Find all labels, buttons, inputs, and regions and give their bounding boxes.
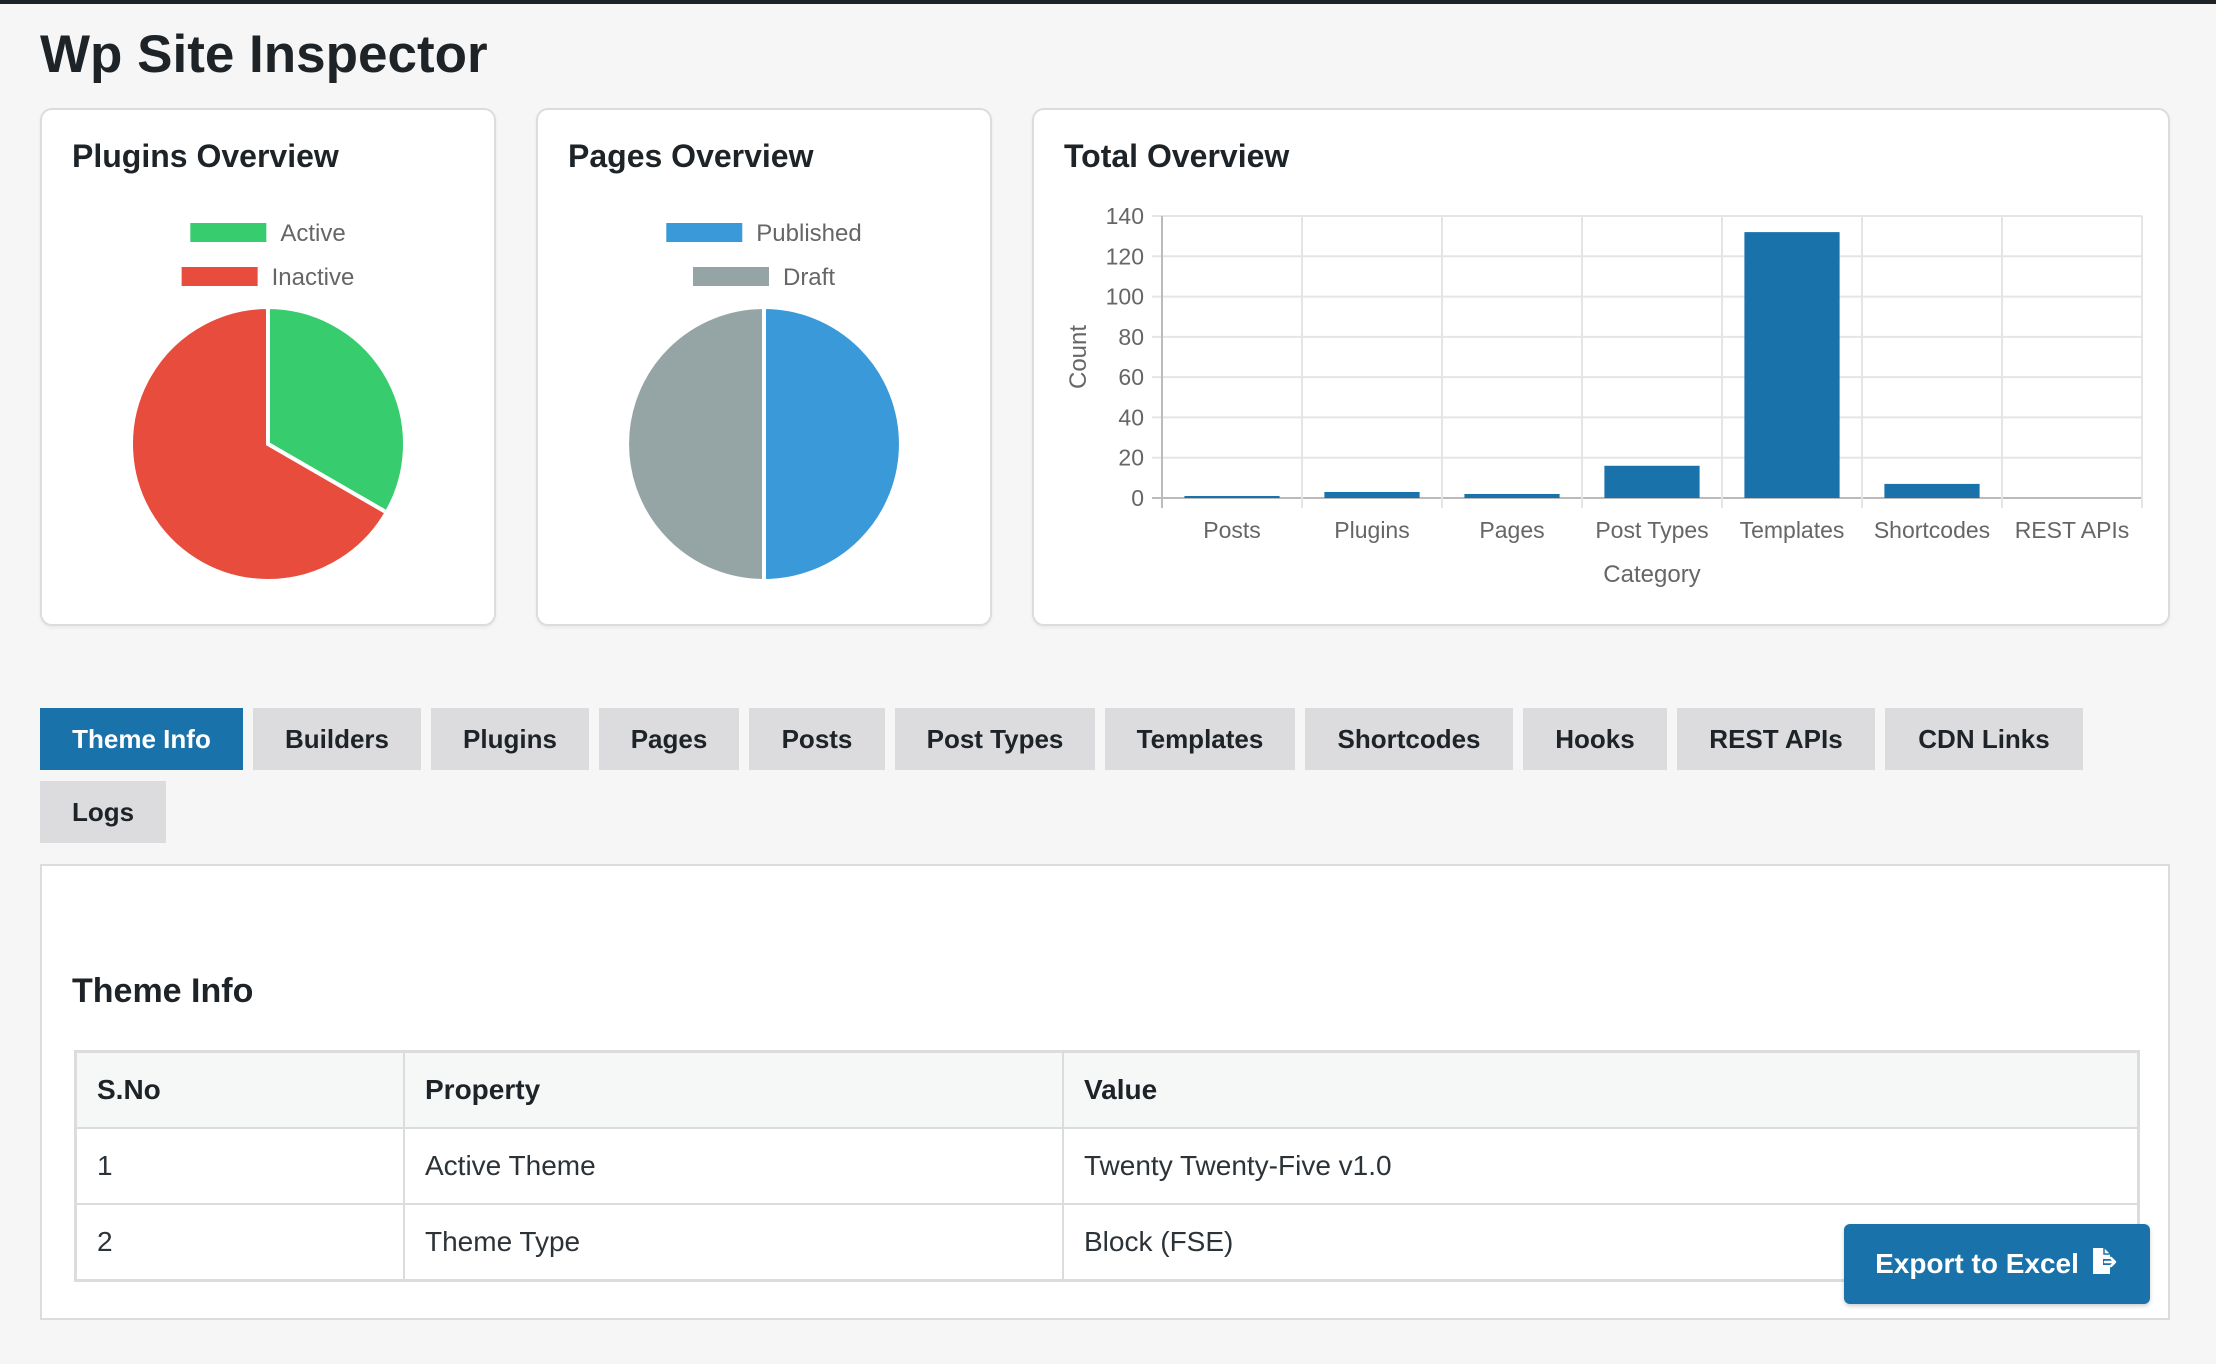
header-property: Property xyxy=(403,1050,1064,1129)
legend-swatch-active xyxy=(190,223,267,242)
legend-item-published[interactable]: Published xyxy=(666,220,862,247)
plugins-overview-title: Plugins Overview xyxy=(72,138,339,174)
tab-builders[interactable]: Builders xyxy=(253,708,421,770)
pages-overview-title: Pages Overview xyxy=(568,138,814,174)
cell-sno: 2 xyxy=(74,1203,405,1282)
total-overview-title: Total Overview xyxy=(1064,138,1290,174)
x-tick-label-post-types: Post Types xyxy=(1595,517,1708,543)
cell-property: Theme Type xyxy=(403,1203,1064,1282)
cell-property: Active Theme xyxy=(403,1127,1064,1205)
y-axis-title: Count xyxy=(1065,325,1092,389)
tab-rest-apis[interactable]: REST APIs xyxy=(1677,708,1875,770)
y-tick-label: 60 xyxy=(1118,364,1144,390)
theme-info-table: S.No Property Value 1 Active Theme Twent… xyxy=(74,1050,2140,1282)
x-axis-title: Category xyxy=(1603,561,1700,588)
bar-posts[interactable] xyxy=(1184,495,1280,498)
tab-cdn-links[interactable]: CDN Links xyxy=(1885,708,2083,770)
pages-pie-chart: Published Draft xyxy=(625,220,903,584)
plugins-pie-chart: Active Inactive xyxy=(129,220,407,583)
pie-slice-published[interactable] xyxy=(762,304,903,584)
y-tick-label: 120 xyxy=(1106,243,1144,269)
y-tick-label: 100 xyxy=(1106,284,1144,310)
x-tick-label-shortcodes: Shortcodes xyxy=(1874,517,1990,543)
x-tick-label-posts: Posts xyxy=(1203,517,1261,543)
bar-plugins[interactable] xyxy=(1324,491,1420,498)
theme-info-panel: Theme Info S.No Property Value 1 Active … xyxy=(40,864,2170,1320)
total-bar-chart: 0 20 40 60 80 100 120 140 Posts Plugins Pages Post … xyxy=(1065,203,2143,588)
x-tick-label-plugins: Plugins xyxy=(1334,517,1409,543)
bar-shortcodes[interactable] xyxy=(1884,483,1980,498)
export-button-label: Export to Excel xyxy=(1875,1248,2079,1279)
x-tick-label-pages: Pages xyxy=(1479,517,1544,543)
y-tick-label: 0 xyxy=(1131,485,1144,511)
y-tick-label: 20 xyxy=(1118,445,1144,471)
top-border xyxy=(0,0,2216,4)
legend-item-draft[interactable]: Draft xyxy=(692,264,835,291)
cell-sno: 1 xyxy=(74,1127,405,1205)
tab-shortcodes[interactable]: Shortcodes xyxy=(1305,708,1513,770)
tab-templates[interactable]: Templates xyxy=(1105,708,1295,770)
legend-label-draft: Draft xyxy=(783,264,835,291)
tab-pages[interactable]: Pages xyxy=(599,708,739,770)
header-sno: S.No xyxy=(74,1050,405,1129)
table-header-row: S.No Property Value xyxy=(74,1050,2140,1129)
tab-posts[interactable]: Posts xyxy=(749,708,885,770)
tab-hooks[interactable]: Hooks xyxy=(1523,708,1667,770)
pie-slice-inactive[interactable] xyxy=(129,304,390,583)
pages-overview-card: Pages Overview Published Draft xyxy=(536,108,992,626)
cell-value: Twenty Twenty-Five v1.0 xyxy=(1062,1127,2140,1205)
table-row: 1 Active Theme Twenty Twenty-Five v1.0 xyxy=(74,1127,2140,1205)
tab-post-types[interactable]: Post Types xyxy=(895,708,1095,770)
table-row: 2 Theme Type Block (FSE) xyxy=(74,1203,2140,1282)
plugins-overview-card: Plugins Overview Active Inactive xyxy=(40,108,496,626)
legend-item-inactive[interactable]: Inactive xyxy=(181,264,355,291)
pie-slice-active[interactable] xyxy=(266,304,407,516)
legend-label-published: Published xyxy=(756,220,861,247)
bar-post-types[interactable] xyxy=(1604,465,1700,498)
panel-title: Theme Info xyxy=(72,972,254,1010)
y-tick-label: 140 xyxy=(1106,203,1144,229)
tab-theme-info[interactable]: Theme Info xyxy=(40,708,243,770)
legend-swatch-published xyxy=(666,223,743,242)
x-tick-label-rest-apis: REST APIs xyxy=(2015,517,2130,543)
tab-logs[interactable]: Logs xyxy=(40,781,166,843)
y-tick-label: 40 xyxy=(1118,404,1144,430)
total-overview-card: Total Overview 0 20 40 60 80 100 120 140 Posts Pl… xyxy=(1032,108,2170,626)
legend-item-active[interactable]: Active xyxy=(190,220,346,247)
bar-templates[interactable] xyxy=(1744,232,1840,498)
legend-label-active: Active xyxy=(280,220,345,247)
file-export-icon xyxy=(2089,1246,2119,1283)
y-tick-label: 80 xyxy=(1118,324,1144,350)
tab-plugins[interactable]: Plugins xyxy=(431,708,589,770)
page-title: Wp Site Inspector xyxy=(40,25,488,84)
header-value: Value xyxy=(1062,1050,2140,1129)
pie-slice-draft[interactable] xyxy=(625,304,766,584)
export-to-excel-button[interactable]: Export to Excel xyxy=(1844,1224,2150,1304)
legend-label-inactive: Inactive xyxy=(272,264,355,291)
legend-swatch-draft xyxy=(692,267,769,286)
x-tick-label-templates: Templates xyxy=(1740,517,1845,543)
bar-pages[interactable] xyxy=(1464,493,1560,498)
legend-swatch-inactive xyxy=(181,267,258,286)
